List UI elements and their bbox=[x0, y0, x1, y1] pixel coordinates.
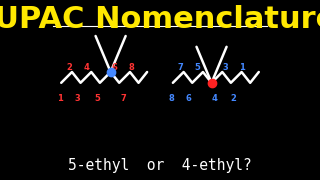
Text: 1: 1 bbox=[239, 63, 245, 72]
Text: 2: 2 bbox=[66, 63, 72, 72]
Text: 7: 7 bbox=[178, 63, 183, 72]
Text: 1: 1 bbox=[57, 94, 63, 103]
Text: 4: 4 bbox=[84, 63, 90, 72]
Text: 5: 5 bbox=[195, 63, 201, 72]
Text: 3: 3 bbox=[223, 63, 228, 72]
Text: 5: 5 bbox=[95, 94, 101, 103]
Text: 8: 8 bbox=[129, 63, 134, 72]
Text: 4: 4 bbox=[211, 94, 217, 103]
Text: 5-ethyl  or  4-ethyl?: 5-ethyl or 4-ethyl? bbox=[68, 158, 252, 173]
Text: 6: 6 bbox=[112, 63, 118, 72]
Text: 7: 7 bbox=[120, 94, 126, 103]
Text: 2: 2 bbox=[231, 94, 236, 103]
Text: 8: 8 bbox=[169, 94, 174, 103]
Text: 6: 6 bbox=[186, 94, 191, 103]
Text: 3: 3 bbox=[75, 94, 80, 103]
Text: IUPAC Nomenclature: IUPAC Nomenclature bbox=[0, 5, 320, 34]
